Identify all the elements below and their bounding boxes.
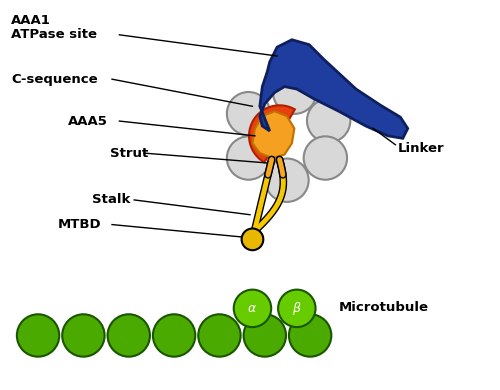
Polygon shape bbox=[252, 111, 294, 158]
Circle shape bbox=[304, 136, 347, 180]
Text: Stalk: Stalk bbox=[92, 193, 130, 206]
Circle shape bbox=[108, 314, 150, 357]
Text: Linker: Linker bbox=[398, 142, 444, 155]
Circle shape bbox=[242, 229, 264, 250]
Circle shape bbox=[289, 314, 332, 357]
Text: C-sequence: C-sequence bbox=[11, 73, 98, 86]
Text: Microtubule: Microtubule bbox=[338, 301, 428, 314]
Circle shape bbox=[307, 99, 350, 142]
Text: MTBD: MTBD bbox=[58, 218, 102, 231]
Polygon shape bbox=[260, 40, 408, 138]
Circle shape bbox=[62, 314, 104, 357]
Circle shape bbox=[198, 314, 240, 357]
Text: ATPase site: ATPase site bbox=[11, 28, 97, 41]
Circle shape bbox=[17, 314, 59, 357]
Circle shape bbox=[153, 314, 196, 357]
Text: $\beta$: $\beta$ bbox=[292, 300, 302, 317]
Circle shape bbox=[227, 136, 270, 180]
Circle shape bbox=[273, 71, 316, 114]
Circle shape bbox=[278, 290, 316, 327]
Text: AAA5: AAA5 bbox=[68, 115, 108, 128]
Circle shape bbox=[227, 92, 270, 135]
Circle shape bbox=[244, 314, 286, 357]
Text: $\alpha$: $\alpha$ bbox=[248, 302, 258, 315]
Polygon shape bbox=[249, 105, 295, 162]
Text: Strut: Strut bbox=[110, 147, 148, 160]
Circle shape bbox=[234, 290, 271, 327]
Circle shape bbox=[266, 158, 308, 202]
Text: AAA1: AAA1 bbox=[11, 14, 51, 27]
